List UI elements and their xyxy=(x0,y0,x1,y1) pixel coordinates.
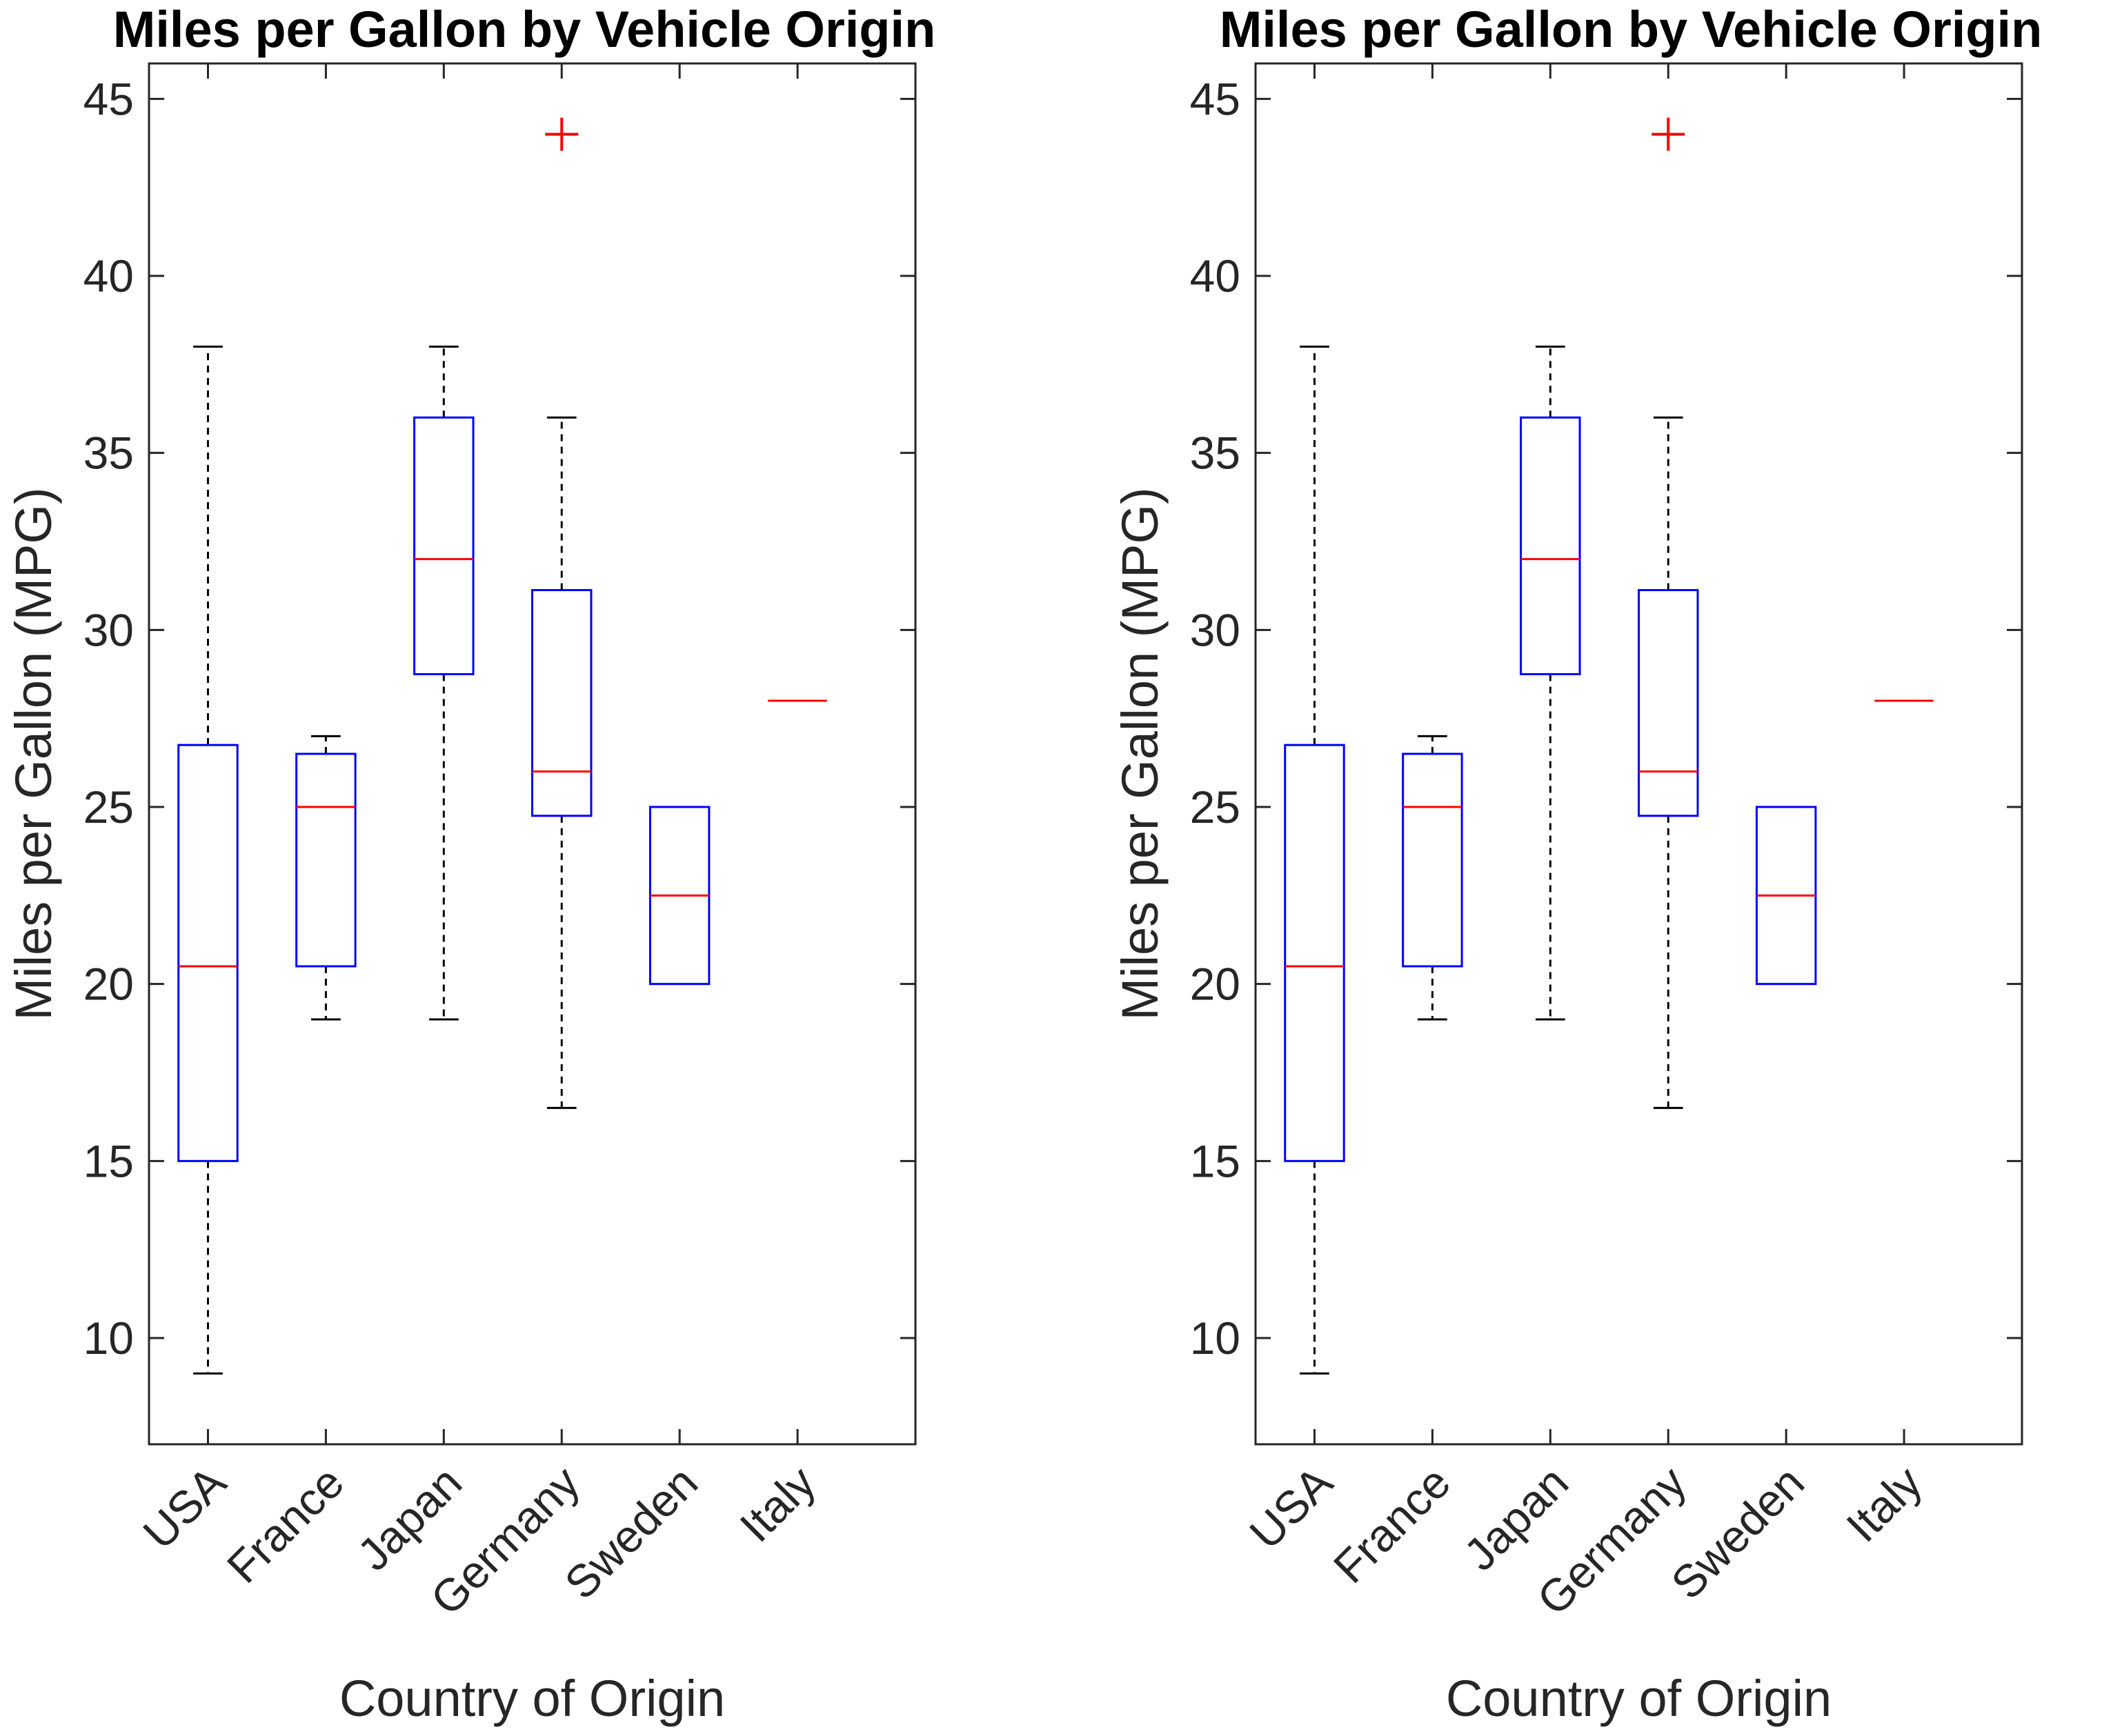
box-usa xyxy=(177,744,239,1162)
y-tick-label: 45 xyxy=(1190,73,1240,124)
y-tick-label: 20 xyxy=(83,959,134,1010)
x-tick-label-italy: Italy xyxy=(730,1457,825,1552)
plot-area-frame xyxy=(1254,62,2023,1446)
x-axis-label: Country of Origin xyxy=(339,1670,725,1727)
y-tick-label: 15 xyxy=(83,1135,134,1186)
y-tick-label: 35 xyxy=(83,428,134,479)
box-france xyxy=(295,752,357,968)
x-tick-label-sweden: Sweden xyxy=(555,1457,707,1609)
x-tick-label-italy: Italy xyxy=(1836,1457,1932,1552)
y-tick-label: 45 xyxy=(83,73,134,124)
x-tick-label-usa: USA xyxy=(1240,1457,1342,1559)
y-tick-label: 10 xyxy=(83,1313,134,1364)
y-tick-label: 30 xyxy=(83,604,134,655)
y-tick-label: 35 xyxy=(1190,428,1240,479)
outlier-marker xyxy=(545,117,579,151)
y-tick-label: 10 xyxy=(1190,1313,1240,1364)
y-tick-label: 25 xyxy=(83,781,134,832)
x-axis-label: Country of Origin xyxy=(1446,1670,1832,1727)
box-japan xyxy=(413,416,475,675)
box-france xyxy=(1402,752,1463,968)
box-japan xyxy=(1520,416,1581,675)
y-axis-label: Miles per Gallon (MPG) xyxy=(1111,487,1169,1020)
chart-panel-right: Miles per Gallon by Vehicle Origin 10 15 20… xyxy=(1111,1,2042,1727)
chart-panel-left: Miles per Gallon by Vehicle Origin 10 15 20… xyxy=(5,1,935,1727)
plot-area-frame xyxy=(148,62,917,1446)
x-tick-label-sweden: Sweden xyxy=(1661,1457,1814,1609)
box-germany xyxy=(531,589,593,817)
y-tick-label: 15 xyxy=(1190,1135,1240,1186)
x-tick-label-france: France xyxy=(1324,1457,1460,1593)
y-tick-label: 40 xyxy=(1190,250,1240,301)
y-tick-label: 40 xyxy=(83,250,134,301)
chart-title: Miles per Gallon by Vehicle Origin xyxy=(113,1,936,58)
y-axis-label: Miles per Gallon (MPG) xyxy=(5,487,62,1020)
x-tick-label-france: France xyxy=(217,1457,354,1593)
y-tick-label: 30 xyxy=(1190,604,1240,655)
y-tick-label: 20 xyxy=(1190,959,1240,1010)
chart-title: Miles per Gallon by Vehicle Origin xyxy=(1220,1,2043,58)
x-tick-label-usa: USA xyxy=(133,1457,235,1559)
y-tick-label: 25 xyxy=(1190,781,1240,832)
box-germany xyxy=(1638,589,1699,817)
outlier-marker xyxy=(1652,117,1685,151)
box-usa xyxy=(1284,744,1345,1162)
